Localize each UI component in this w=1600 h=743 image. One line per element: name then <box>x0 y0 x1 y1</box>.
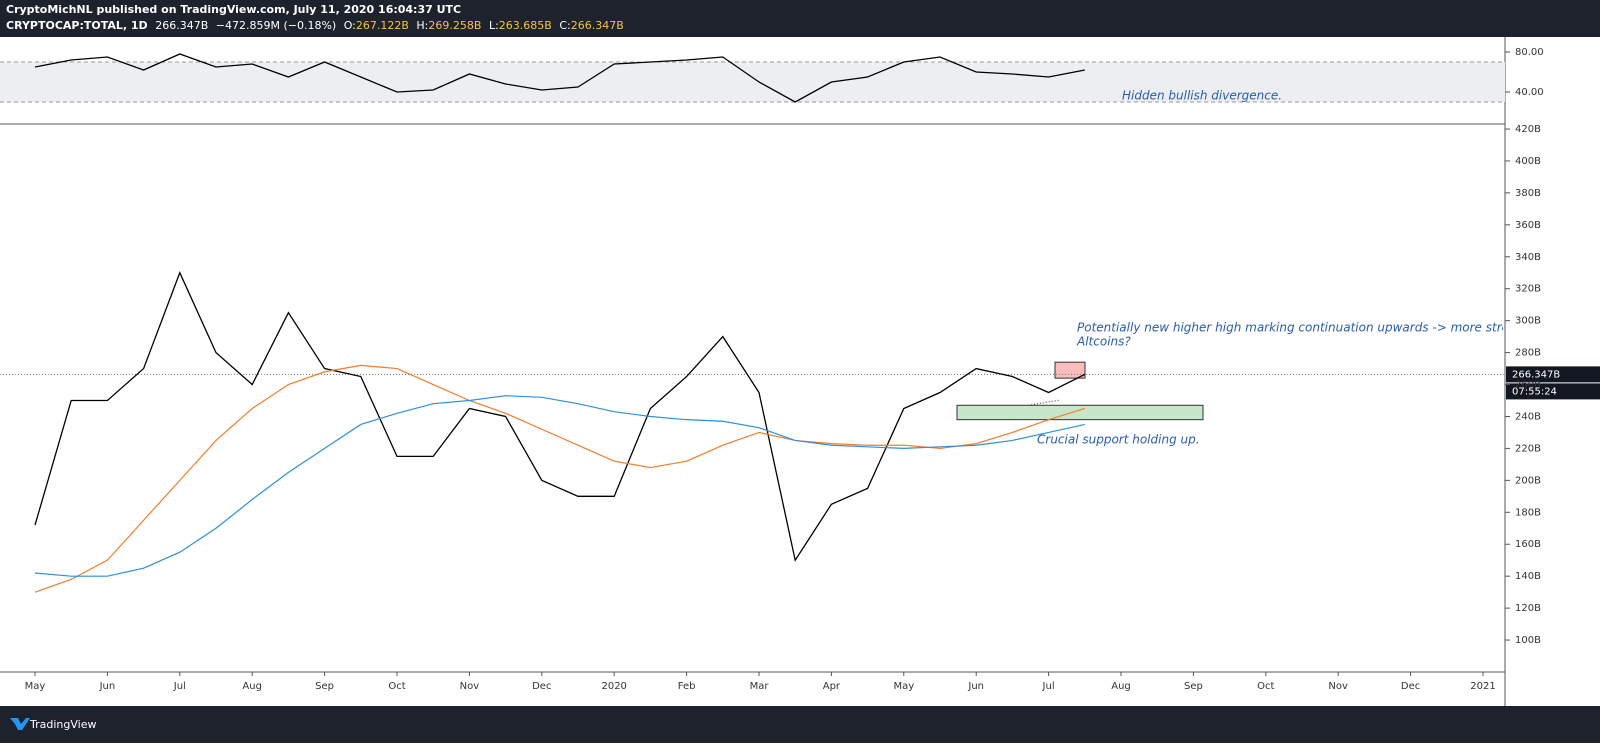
x-tick-label: Sep <box>1184 681 1203 692</box>
change: −472.859M (−0.18%) <box>216 19 336 32</box>
annotation: Altcoins? <box>1076 335 1131 349</box>
last-price-box <box>1506 366 1600 383</box>
x-tick-label: Jun <box>99 681 116 692</box>
annotation: Potentially new higher high marking cont… <box>1077 321 1558 335</box>
header-line: CRYPTOCAP:TOTAL, 1D 266.347B −472.859M (… <box>6 19 624 32</box>
series-line <box>34 271 1086 562</box>
series-line <box>34 395 1085 577</box>
x-tick-label: 2021 <box>1470 681 1495 692</box>
x-tick-label: Nov <box>460 681 480 692</box>
open-label: O: <box>344 19 356 32</box>
x-tick-label: Feb <box>678 681 696 692</box>
close-label: C: <box>559 19 570 32</box>
price: 266.347B <box>155 19 208 32</box>
brand: TradingView <box>29 718 96 731</box>
x-tick-label: Oct <box>1257 681 1274 692</box>
y-tick-label: 100B <box>1515 635 1541 646</box>
y-tick-label: 240B <box>1515 411 1541 422</box>
high: 269.258B <box>428 19 481 32</box>
y-tick-label: 340B <box>1515 252 1541 263</box>
y-tick-label: 400B <box>1515 156 1541 167</box>
y-tick-label: 180B <box>1515 507 1541 518</box>
publisher: CryptoMichNL published on TradingView.co… <box>6 3 461 16</box>
x-tick-label: Jun <box>967 681 984 692</box>
y-tick-label: 280B <box>1515 348 1541 359</box>
x-tick-label: Mar <box>750 681 770 692</box>
x-tick-label: Dec <box>1401 681 1420 692</box>
annotation: Crucial support holding up. <box>1037 433 1200 447</box>
logo <box>10 718 30 730</box>
y-tick-label: 360B <box>1515 220 1541 231</box>
y-tick-label: 140B <box>1515 571 1541 582</box>
x-tick-label: Dec <box>532 681 551 692</box>
countdown: 07:55:24 <box>1512 386 1557 397</box>
trend-line <box>959 399 1061 418</box>
x-tick-label: Nov <box>1328 681 1348 692</box>
series-line <box>34 53 1085 103</box>
x-tick-label: Jul <box>1042 681 1055 692</box>
countdown-box <box>1506 383 1600 400</box>
y-tick-label: 380B <box>1515 188 1541 199</box>
close: 266.347B <box>571 19 624 32</box>
y-tick-label: 420B <box>1515 124 1541 135</box>
x-tick-label: May <box>893 681 914 692</box>
last-price-label: 266.347B <box>1512 369 1560 380</box>
x-tick-label: May <box>25 681 46 692</box>
footer-bar <box>0 706 1600 743</box>
low: 263.685B <box>499 19 552 32</box>
x-tick-label: Apr <box>823 681 841 692</box>
zone <box>956 404 1204 421</box>
y-tick-label: 260B <box>1515 380 1541 391</box>
x-tick-label: Sep <box>315 681 334 692</box>
y-tick-label: 80.00 <box>1515 47 1544 58</box>
rsi-band <box>0 62 1505 102</box>
x-tick-label: Aug <box>1111 681 1131 692</box>
open: 267.122B <box>356 19 409 32</box>
annotation: Hidden bullish divergence. <box>1122 89 1282 103</box>
x-tick-label: 2020 <box>601 681 626 692</box>
y-tick-label: 320B <box>1515 284 1541 295</box>
series-line <box>34 364 1085 593</box>
y-tick-label: 220B <box>1515 443 1541 454</box>
y-tick-label: 300B <box>1515 316 1541 327</box>
y-tick-label: 120B <box>1515 603 1541 614</box>
low-label: L: <box>489 19 499 32</box>
x-tick-label: Jul <box>173 681 186 692</box>
x-tick-label: Oct <box>388 681 405 692</box>
header-bar <box>0 0 1600 37</box>
y-tick-label: 200B <box>1515 475 1541 486</box>
y-tick-label: 40.00 <box>1515 87 1544 98</box>
x-tick-label: Aug <box>242 681 262 692</box>
y-tick-label: 160B <box>1515 539 1541 550</box>
zone <box>1054 361 1086 379</box>
symbol: CRYPTOCAP:TOTAL, 1D <box>6 19 148 32</box>
high-label: H: <box>416 19 428 32</box>
